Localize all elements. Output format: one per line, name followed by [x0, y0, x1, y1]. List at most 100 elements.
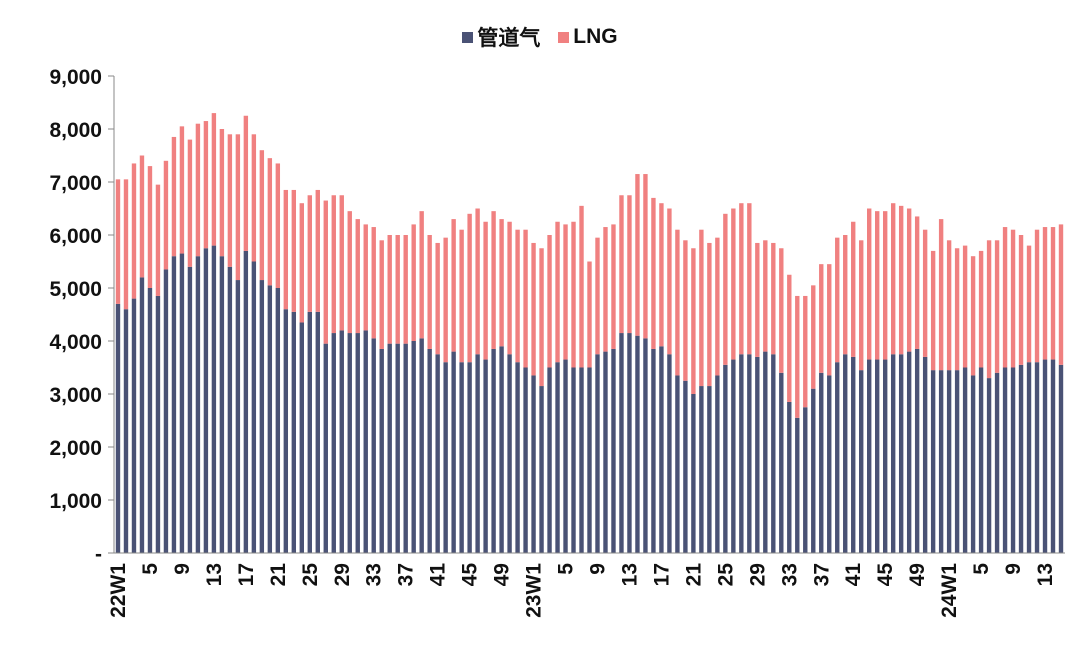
bar-pipeline — [970, 375, 976, 553]
bar-lng — [970, 256, 976, 376]
bar-pipeline — [595, 354, 600, 553]
x-tick-label: 9 — [1002, 563, 1025, 575]
bar-lng — [835, 237, 840, 363]
bar-lng — [763, 240, 768, 352]
bar-lng — [187, 139, 193, 267]
x-tick-label: 17 — [235, 563, 258, 586]
bar-lng — [906, 208, 912, 352]
bar-lng — [739, 203, 744, 355]
bar-lng — [435, 242, 440, 355]
bar-pipeline — [611, 348, 616, 553]
bar-pipeline — [803, 407, 808, 553]
bar-lng — [523, 229, 528, 368]
x-tick-label: 45 — [459, 563, 482, 587]
x-tick-label: 49 — [491, 563, 514, 586]
bar-pipeline — [779, 372, 784, 553]
x-tick-label: 5 — [970, 563, 993, 575]
bar-pipeline — [203, 248, 209, 553]
bar-lng — [547, 235, 552, 368]
bar-pipeline — [914, 348, 920, 553]
bar-pipeline — [363, 330, 368, 553]
x-tick-label: 17 — [650, 563, 673, 586]
bar-pipeline — [427, 348, 432, 553]
legend-item-pipeline: 管道气 — [462, 22, 540, 52]
bar-pipeline — [155, 295, 161, 553]
bar-pipeline — [259, 280, 265, 553]
bar-lng — [787, 274, 792, 402]
bar-pipeline — [707, 386, 712, 553]
bar-lng — [563, 224, 568, 360]
y-tick-label: 1,000 — [49, 490, 102, 513]
bar-pipeline — [235, 280, 241, 553]
bar-lng — [163, 160, 169, 270]
bar-lng — [1026, 245, 1032, 363]
x-tick-label: 29 — [331, 563, 354, 586]
bar-lng — [467, 213, 472, 363]
bar-pipeline — [587, 367, 592, 553]
bar-lng — [171, 136, 177, 257]
y-tick-label: 6,000 — [49, 225, 102, 248]
bar-lng — [443, 237, 448, 363]
bar-lng — [531, 242, 536, 376]
bar-pipeline — [467, 362, 472, 553]
x-tick-label: 9 — [171, 563, 194, 575]
bar-lng — [347, 211, 352, 334]
bar-pipeline — [603, 351, 608, 553]
bar-pipeline — [515, 362, 520, 553]
bar-lng — [994, 240, 1000, 373]
bar-lng — [555, 221, 560, 363]
x-tick-label: 13 — [1034, 563, 1057, 586]
bar-lng — [115, 179, 121, 304]
bar-pipeline — [539, 386, 544, 553]
bar-lng — [267, 158, 273, 286]
bar-pipeline — [906, 351, 912, 553]
bar-lng — [251, 134, 257, 262]
bar-pipeline — [994, 372, 1000, 553]
bar-lng — [723, 213, 728, 365]
bar-lng — [946, 240, 952, 371]
bar-pipeline — [675, 375, 680, 553]
x-tick-label: 45 — [874, 563, 897, 587]
bar-lng — [699, 229, 704, 387]
y-tick-label: 8,000 — [49, 119, 102, 142]
bar-pipeline — [307, 311, 312, 553]
y-tick-label: 5,000 — [49, 278, 102, 301]
bar-lng — [291, 189, 297, 312]
bar-lng — [339, 195, 344, 331]
bar-pipeline — [563, 359, 568, 553]
bar-lng — [691, 248, 696, 394]
bar-lng — [475, 208, 480, 355]
bar-pipeline — [843, 354, 848, 553]
x-tick-label: 5 — [555, 563, 578, 575]
legend-swatch-pipeline — [462, 31, 474, 43]
bar-lng — [371, 227, 376, 339]
bar-lng — [1034, 229, 1040, 363]
bar-lng — [859, 240, 864, 371]
bar-pipeline — [731, 359, 736, 553]
bar-pipeline — [683, 380, 688, 553]
bar-pipeline — [715, 375, 720, 553]
bar-lng — [635, 174, 640, 336]
bar-pipeline — [163, 269, 169, 553]
bar-lng — [587, 261, 592, 368]
bar-lng — [307, 195, 312, 312]
bar-lng — [211, 113, 217, 246]
bar-pipeline — [275, 288, 281, 553]
bar-pipeline — [938, 370, 944, 553]
bar-pipeline — [819, 372, 824, 553]
bar-lng — [747, 203, 752, 355]
bar-lng — [179, 126, 185, 254]
bar-pipeline — [483, 359, 488, 553]
bar-pipeline — [835, 362, 840, 553]
bar-pipeline — [283, 309, 289, 553]
y-tick-label: - — [95, 543, 102, 566]
bar-lng — [795, 295, 800, 418]
bar-lng — [627, 195, 632, 334]
x-tick-label: 21 — [682, 563, 705, 587]
bar-pipeline — [898, 354, 904, 553]
bar-pipeline — [1018, 364, 1024, 553]
legend: 管道气 LNG — [0, 22, 1080, 52]
bar-pipeline — [347, 333, 352, 553]
bar-lng — [379, 240, 384, 349]
